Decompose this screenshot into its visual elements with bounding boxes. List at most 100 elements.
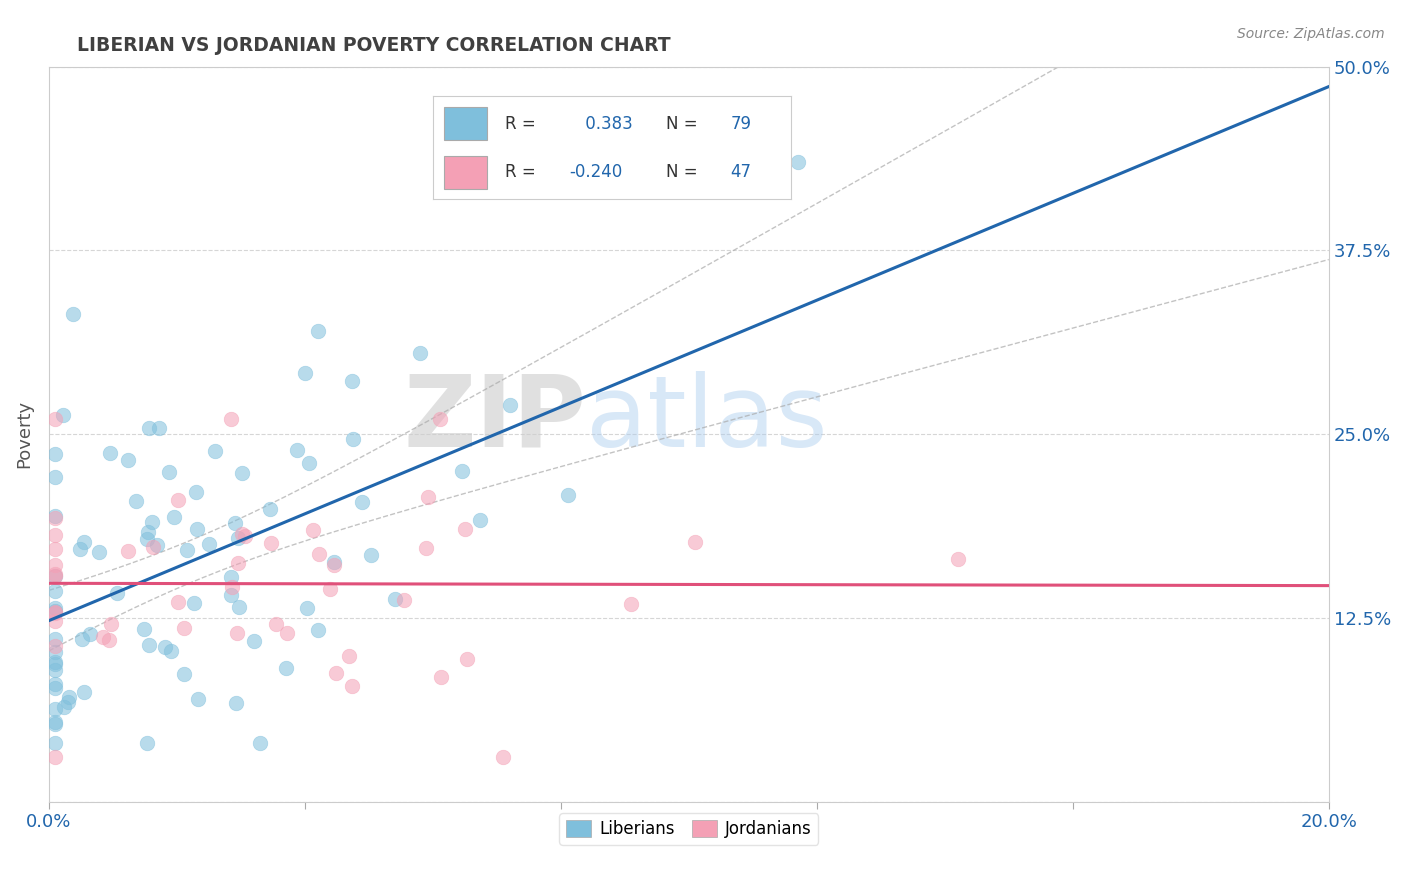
Point [44,528,66,542]
Point [146,538,169,552]
Point [44,714,66,729]
Point [276,626,298,640]
Point [226,625,249,640]
Point [233,529,256,543]
Point [142,540,165,554]
Point [44,558,66,573]
Point [307,623,329,637]
Point [44,657,66,672]
Point [157,466,180,480]
Point [52,408,75,422]
Y-axis label: Poverty: Poverty [15,400,32,468]
Point [183,596,205,610]
Point [228,599,250,614]
Point [620,597,643,611]
Point [44,470,66,484]
Point [173,621,195,635]
Point [58,695,80,709]
Point [198,537,221,551]
Point [337,648,360,663]
Point [136,736,159,750]
Text: LIBERIAN VS JORDANIAN POVERTY CORRELATION CHART: LIBERIAN VS JORDANIAN POVERTY CORRELATIO… [77,36,671,54]
Point [450,464,472,478]
Point [225,696,247,710]
Point [260,536,283,550]
Point [138,421,160,435]
Point [295,600,318,615]
Point [384,592,406,607]
Point [44,601,66,615]
Point [786,155,808,169]
Point [138,639,160,653]
Point [204,444,226,458]
Point [100,617,122,632]
Text: atlas: atlas [586,371,828,468]
Point [946,552,969,566]
Point [44,584,66,599]
Point [105,586,128,600]
Point [72,534,94,549]
Point [44,605,66,619]
Point [342,374,364,388]
Point [409,346,432,360]
Point [456,652,478,666]
Point [44,655,66,669]
Point [415,541,437,555]
Point [62,307,84,321]
Point [302,523,325,537]
Point [44,511,66,525]
Point [683,535,706,549]
Point [430,670,453,684]
Point [44,541,66,556]
Point [285,443,308,458]
Point [58,690,80,705]
Point [44,750,66,764]
Point [136,525,159,540]
Point [167,492,190,507]
Point [186,522,208,536]
Point [44,569,66,583]
Point [221,580,243,594]
Point [148,420,170,434]
Point [557,488,579,502]
Point [184,485,207,500]
Text: ZIP: ZIP [404,371,586,468]
Point [219,570,242,584]
Point [98,445,121,459]
Point [308,547,330,561]
Point [44,607,66,621]
Point [136,533,159,547]
Point [89,545,111,559]
Legend: Liberians, Jordanians: Liberians, Jordanians [560,814,818,845]
Point [125,494,148,508]
Point [219,588,242,602]
Point [97,633,120,648]
Text: Source: ZipAtlas.com: Source: ZipAtlas.com [1237,27,1385,41]
Point [264,617,287,632]
Point [44,677,66,691]
Point [429,412,451,426]
Point [468,513,491,527]
Point [117,452,139,467]
Point [70,632,93,646]
Point [44,568,66,582]
Point [392,592,415,607]
Point [325,665,347,680]
Point [52,699,75,714]
Point [79,626,101,640]
Point [167,595,190,609]
Point [322,558,344,572]
Point [132,622,155,636]
Point [360,548,382,562]
Point [44,508,66,523]
Point [416,490,439,504]
Point [44,736,66,750]
Point [44,681,66,695]
Point [224,516,246,531]
Point [231,527,253,541]
Point [44,645,66,659]
Point [44,447,66,461]
Point [44,614,66,628]
Point [243,634,266,648]
Point [228,532,250,546]
